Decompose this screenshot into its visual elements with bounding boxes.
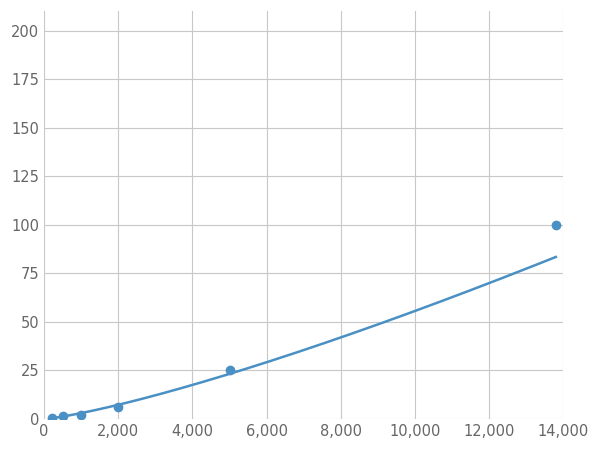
Point bbox=[47, 414, 56, 422]
Point bbox=[551, 221, 560, 229]
Point bbox=[58, 413, 67, 420]
Point bbox=[113, 404, 123, 411]
Point bbox=[225, 367, 235, 374]
Point bbox=[76, 412, 86, 419]
